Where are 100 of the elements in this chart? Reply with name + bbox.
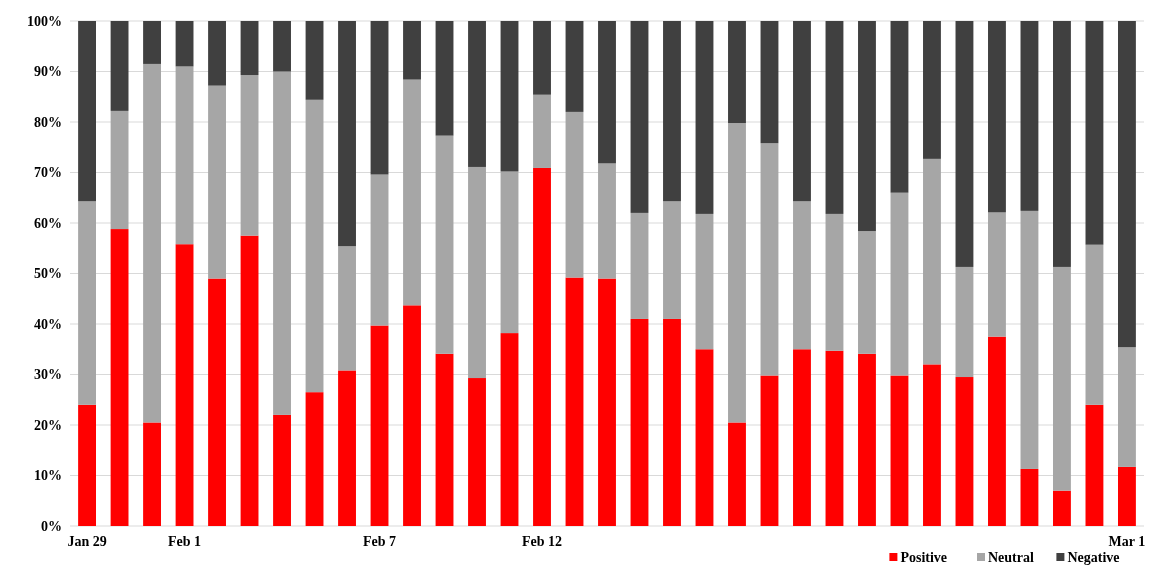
bar <box>143 422 161 526</box>
bar <box>500 171 519 334</box>
bar <box>1085 244 1104 405</box>
bar <box>110 229 129 526</box>
y-tick-label: 50% <box>34 266 62 282</box>
bar <box>78 201 96 405</box>
bar <box>630 318 649 526</box>
bar <box>793 201 811 350</box>
bar <box>208 278 226 526</box>
bar <box>825 213 844 351</box>
y-tick-label: 40% <box>34 316 62 332</box>
bar <box>923 21 941 159</box>
bar <box>955 21 974 267</box>
bar <box>175 244 194 526</box>
bar <box>1118 466 1136 526</box>
bar <box>435 21 454 136</box>
bar <box>533 94 551 168</box>
bar <box>240 235 259 526</box>
bar <box>760 143 779 376</box>
bar <box>370 174 389 326</box>
bar <box>695 349 714 526</box>
legend-label: Positive <box>900 550 948 565</box>
bar <box>663 21 681 202</box>
bar <box>890 192 909 376</box>
bar <box>1020 468 1039 526</box>
bar <box>240 21 259 76</box>
bar <box>565 21 584 112</box>
bar <box>273 21 291 72</box>
bar <box>760 375 779 526</box>
bar <box>858 231 876 354</box>
bar <box>630 21 649 213</box>
y-tick-label: 0% <box>41 518 62 534</box>
bar <box>338 246 356 371</box>
bar <box>78 21 96 202</box>
y-tick-label: 100% <box>27 13 62 29</box>
bar <box>533 21 551 95</box>
bar <box>403 305 421 526</box>
bar <box>1053 21 1071 267</box>
bar <box>663 318 681 526</box>
y-tick-label: 80% <box>34 114 62 130</box>
bar <box>1085 21 1104 245</box>
bar <box>338 21 356 247</box>
bar <box>890 375 909 526</box>
bar <box>143 21 161 64</box>
bar <box>955 377 974 526</box>
y-tick-label: 70% <box>34 165 62 181</box>
bar <box>565 111 584 278</box>
bar <box>305 392 324 526</box>
bar <box>370 21 389 175</box>
x-tick-label: Mar 1 <box>1108 534 1146 549</box>
bar <box>1053 490 1071 526</box>
bar <box>500 333 519 526</box>
bar <box>435 135 454 354</box>
bar <box>858 21 876 232</box>
bar <box>598 163 616 279</box>
legend-label: Negative <box>1067 550 1120 565</box>
bar <box>728 422 746 526</box>
bar <box>143 63 161 423</box>
bar <box>1085 404 1104 526</box>
bar <box>468 166 486 379</box>
y-tick-label: 20% <box>34 417 62 433</box>
bar <box>305 21 324 100</box>
bar <box>825 21 844 214</box>
bar <box>988 212 1006 337</box>
bar <box>110 21 129 111</box>
bar <box>760 21 779 144</box>
bar <box>175 66 194 245</box>
x-tick-label: Feb 12 <box>521 534 563 549</box>
bar <box>468 378 486 526</box>
bar <box>793 21 811 202</box>
bar <box>435 353 454 526</box>
bar <box>793 349 811 526</box>
bar <box>923 364 941 526</box>
x-tick-label: Jan 29 <box>67 534 107 549</box>
bar <box>1020 21 1039 211</box>
y-tick-label: 10% <box>34 468 62 484</box>
bar <box>1020 210 1039 469</box>
bar <box>825 350 844 526</box>
bar <box>208 85 226 279</box>
bar <box>955 266 974 378</box>
bar <box>110 110 129 230</box>
bar <box>1118 21 1136 348</box>
bar <box>598 278 616 526</box>
x-tick-label: Feb 7 <box>363 534 397 549</box>
bar <box>728 123 746 423</box>
bar <box>923 158 941 365</box>
x-tick-label: Feb 1 <box>168 534 202 549</box>
bar <box>728 21 746 124</box>
bar <box>208 21 226 86</box>
bar <box>533 167 551 526</box>
bar <box>598 21 616 164</box>
bar <box>695 213 714 350</box>
bar <box>988 21 1006 213</box>
bar <box>403 21 421 80</box>
bar <box>663 201 681 319</box>
bar <box>500 21 519 172</box>
y-tick-label: 90% <box>34 64 62 80</box>
bar <box>988 336 1006 526</box>
bar <box>695 21 714 214</box>
y-tick-label: 60% <box>34 215 62 231</box>
